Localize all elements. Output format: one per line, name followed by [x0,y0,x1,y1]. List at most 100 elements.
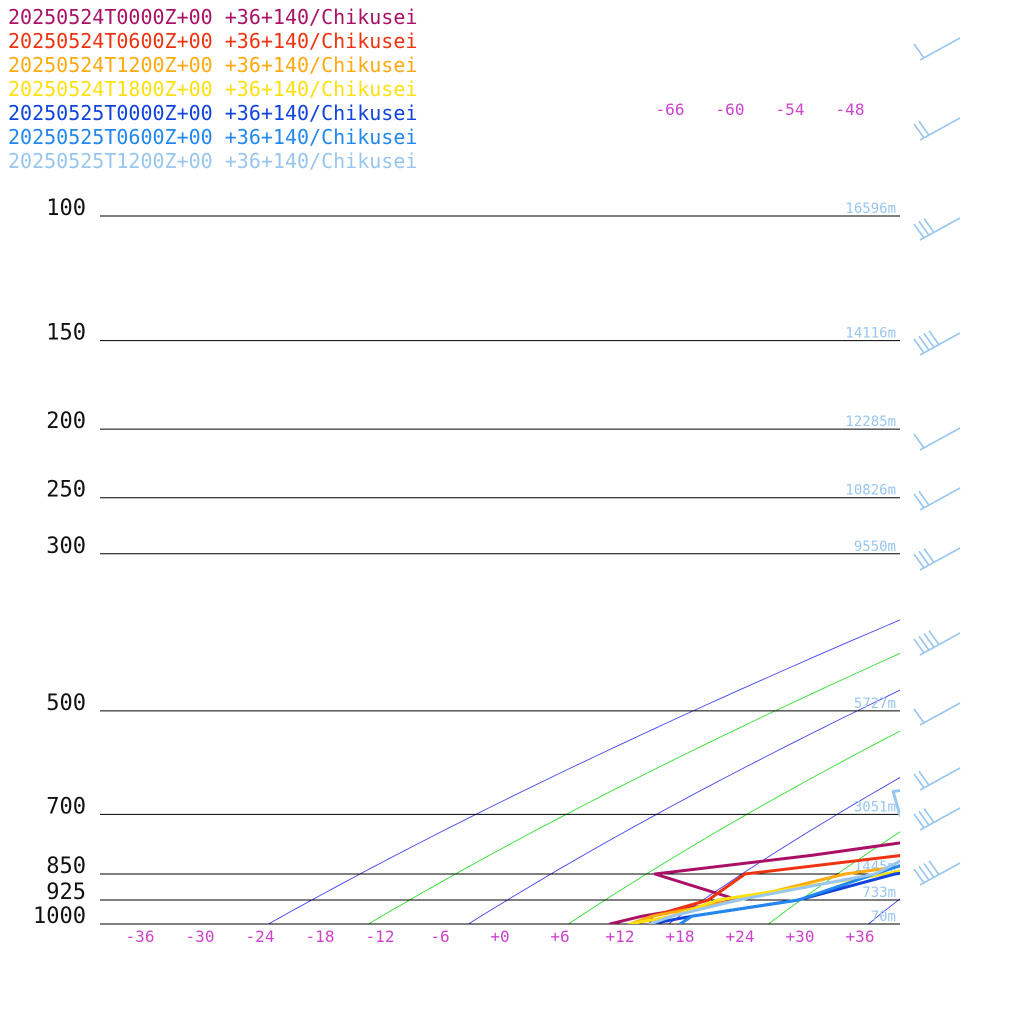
height-label: 3051m [854,799,896,815]
wind-barb-flag [913,123,925,139]
wind-barb-staff [919,807,961,831]
wind-barb-flag [913,43,925,59]
wind-barb-flag [913,773,925,789]
temperature-profile-series-7 [648,788,900,924]
wind-barb-flag [918,810,930,826]
wind-barb-flag [928,630,940,646]
dry-adiabat-line [868,898,900,924]
wind-barb-flag [928,330,940,346]
temperature-tick-label: -24 [246,927,275,946]
wind-barb-staff [919,117,961,141]
wind-barb-flag [913,553,925,569]
pressure-label: 100 [46,196,86,221]
height-label: 16596m [845,201,896,217]
wind-barb [913,547,961,571]
wind-barb-flag [913,223,925,239]
height-label: 5727m [854,696,896,712]
wind-barb-flag [923,548,935,563]
temperature-tick-label: -36 [126,927,155,946]
pressure-label: 200 [46,409,86,434]
temperature-profile-series-2 [648,854,900,924]
wind-barb [913,330,961,356]
upper-temperature-label: -48 [836,100,865,119]
temperature-profile-series-5 [648,871,900,924]
pressure-label: 850 [46,854,86,879]
wind-barb-flag [913,868,925,884]
temperature-profile-series-3 [628,864,900,924]
temperature-tick-label: +12 [606,927,635,946]
wind-barb [913,860,961,886]
legend-entry: 20250525T0600Z+00 +36+140/Chikusei [8,125,417,149]
height-label: 70m [871,909,896,925]
temperature-profile-series-1 [608,841,900,924]
pressure-label: 300 [46,534,86,559]
wind-barb [913,217,961,241]
wind-barb-flag [918,770,930,786]
wind-barb-flag [918,490,930,506]
dry-adiabat-line [668,777,900,924]
wind-barb [913,767,961,791]
dry-adiabat-line [969,0,1024,924]
wind-barb [913,117,961,141]
temperature-tick-label: +36 [846,927,875,946]
height-label: 9550m [854,539,896,555]
wind-barb-flag [923,333,935,348]
wind-barb-flag [913,813,925,829]
wind-barb-flag [923,808,935,823]
legend-entry: 20250525T1200Z+00 +36+140/Chikusei [8,149,417,173]
upper-temperature-label: -60 [716,100,745,119]
temperature-tick-label: +6 [550,927,569,946]
wind-barb-staff [919,702,961,726]
wind-barb-flag [913,338,925,354]
wind-barb-staff [919,632,961,656]
wind-barb [913,630,961,656]
height-label: 14116m [845,326,896,342]
wind-barb-flag [913,433,925,449]
legend-entry: 20250524T1200Z+00 +36+140/Chikusei [8,53,417,77]
dry-adiabat-line [568,730,900,924]
wind-barb [913,487,961,511]
wind-barb-flag [923,218,935,233]
wind-barb-flag [918,635,930,651]
wind-barb-staff [919,487,961,511]
pressure-label: 150 [46,321,86,346]
wind-barb-flag [923,633,935,648]
wind-barb-staff [919,862,961,886]
wind-barb-staff [919,427,961,451]
pressure-label: 500 [46,691,86,716]
pressure-label: 1000 [33,904,86,929]
wind-barb-flag [918,865,930,881]
temperature-tick-label: -6 [430,927,449,946]
upper-temperature-label: -66 [656,100,685,119]
height-label: 12285m [845,414,896,430]
legend-entry: 20250525T0000Z+00 +36+140/Chikusei [8,101,417,125]
wind-barb-staff [919,767,961,791]
wind-barb-staff [919,547,961,571]
dry-adiabat-line [268,619,900,924]
wind-barb-flag [923,863,935,878]
wind-barb [913,702,961,726]
wind-barb-flag [913,493,925,509]
wind-barb [913,807,961,831]
wind-barb-staff [919,332,961,356]
temperature-tick-label: -12 [366,927,395,946]
temperature-tick-label: +18 [666,927,695,946]
temperature-profile-series-4 [628,869,900,924]
dry-adiabat-line [768,831,900,924]
temperature-tick-label: +0 [490,927,509,946]
dry-adiabat-line [368,652,900,924]
wind-barb-staff [919,217,961,241]
wind-barb-flag [918,120,930,136]
temperature-tick-label: -18 [306,927,335,946]
legend-entry: 20250524T1800Z+00 +36+140/Chikusei [8,77,417,101]
pressure-label: 250 [46,478,86,503]
upper-temperature-label: -54 [776,100,805,119]
wind-barb-flag [928,860,940,876]
wind-barb-flag [913,708,925,724]
wind-barb-flag [918,335,930,351]
wind-barb-staff [919,37,961,61]
legend-entry: 20250524T0600Z+00 +36+140/Chikusei [8,29,417,53]
dry-adiabat-line [468,689,900,924]
wind-barb [913,427,961,451]
